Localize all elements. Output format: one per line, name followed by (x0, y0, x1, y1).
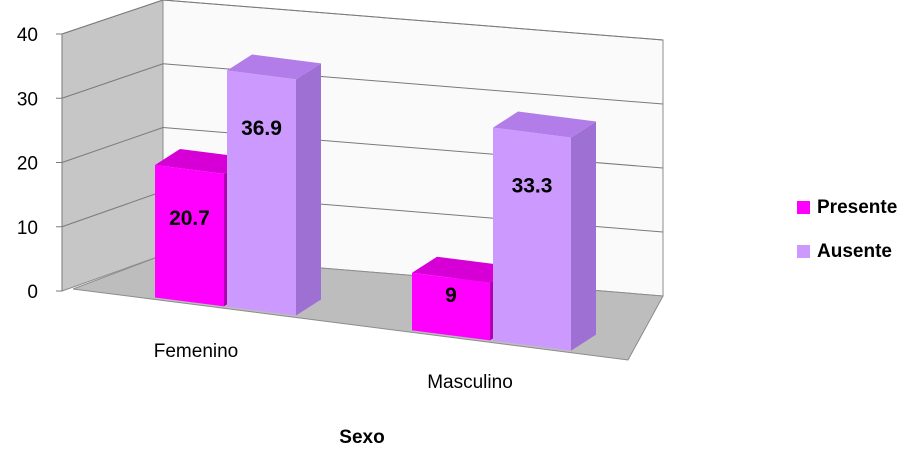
bar-side (571, 121, 596, 351)
bar-top (493, 111, 596, 138)
bar-presente-femenino (155, 165, 224, 307)
bar-top (412, 256, 515, 283)
x-tick-label: Femenino (154, 341, 239, 362)
data-label: 33.3 (512, 175, 553, 198)
y-axis: 0 10 20 30 40 (17, 25, 63, 303)
legend-swatch (797, 201, 810, 214)
gridline-side (61, 127, 164, 163)
bar-top (227, 54, 321, 80)
legend-swatch (797, 245, 810, 258)
y-tick-label: 30 (17, 89, 38, 110)
bar-ausente-femenino (227, 70, 296, 316)
y-tick-label: 20 (17, 154, 38, 175)
x-axis: Sexo Femenino Masculino (154, 341, 513, 448)
gridline-side (61, 0, 164, 35)
x-tick-label: Masculino (427, 372, 513, 393)
data-label: 20.7 (169, 207, 210, 230)
legend: Presente Ausente (797, 197, 897, 262)
x-axis-title: Sexo (339, 427, 384, 448)
y-tick-label: 10 (17, 218, 38, 239)
bar-presente-masculino (412, 272, 490, 341)
bar-ausente-masculino (493, 127, 571, 351)
gridline-side (61, 190, 164, 228)
data-label: 9 (445, 284, 457, 307)
y-tick-label: 40 (17, 25, 38, 46)
bars (155, 54, 596, 351)
bar-side (296, 63, 321, 316)
data-label: 36.9 (241, 117, 282, 140)
y-tick-label: 0 (27, 282, 38, 303)
gridline (162, 0, 664, 41)
gridline-side (61, 63, 164, 99)
bar-top (155, 148, 249, 174)
legend-label: Presente (817, 197, 897, 218)
legend-label: Ausente (817, 241, 892, 262)
data-labels: 20.7 36.9 9 33.3 (169, 117, 552, 307)
